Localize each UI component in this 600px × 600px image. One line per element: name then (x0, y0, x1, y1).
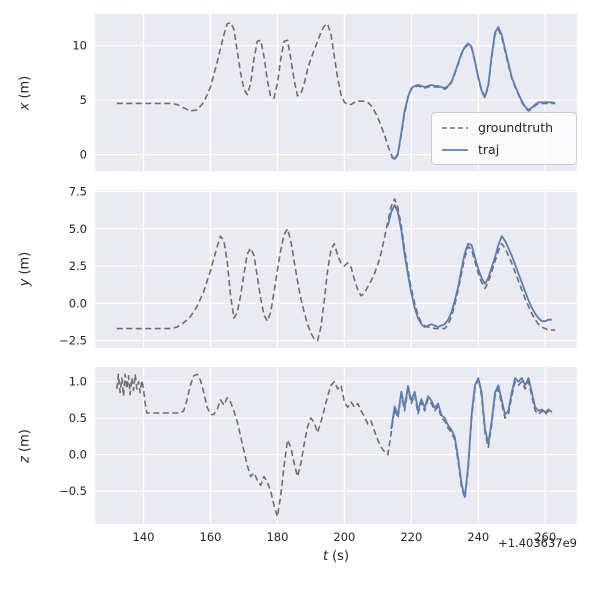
svg-text:1.0: 1.0 (69, 375, 87, 389)
svg-text:140: 140 (133, 530, 155, 544)
svg-text:5.0: 5.0 (69, 222, 87, 236)
legend-label-groundtruth: groundtruth (478, 120, 554, 135)
svg-text:200: 200 (333, 530, 355, 544)
svg-text:0.5: 0.5 (69, 411, 87, 425)
y-axis-label-y: y (m) (18, 252, 33, 287)
svg-text:180: 180 (266, 530, 288, 544)
svg-text:5: 5 (80, 93, 87, 107)
legend-traj-line-sample (442, 148, 468, 151)
y-axis-label-x: x (m) (18, 75, 33, 110)
svg-text:220: 220 (400, 530, 422, 544)
x-axis-label-unit: (s) (332, 549, 350, 564)
y-axis-label-z-unit: (m) (17, 428, 33, 452)
svg-text:10: 10 (72, 39, 87, 53)
svg-text:7.5: 7.5 (69, 184, 87, 198)
y-axis-label-z: z (m) (18, 429, 33, 463)
svg-text:0: 0 (80, 148, 87, 162)
y-axis-label-x-var: x (17, 102, 33, 110)
legend-item-groundtruth: groundtruth (440, 120, 566, 135)
x-axis-offset-text: +1.403637e9 (498, 536, 577, 550)
legend: groundtruth traj (431, 112, 577, 165)
y-axis-label-z-var: z (17, 455, 33, 463)
legend-groundtruth-line-sample (442, 126, 468, 129)
svg-text:−0.5: −0.5 (59, 484, 87, 498)
svg-text:0.0: 0.0 (69, 296, 87, 310)
legend-label-traj: traj (478, 142, 500, 157)
svg-text:260: 260 (534, 530, 556, 544)
legend-item-traj: traj (440, 142, 566, 157)
x-axis-label-var: t (322, 549, 329, 564)
svg-text:240: 240 (467, 530, 489, 544)
svg-text:−2.5: −2.5 (59, 334, 87, 348)
svg-text:0.0: 0.0 (69, 448, 87, 462)
y-axis-label-x-unit: (m) (17, 75, 33, 99)
y-axis-label-y-unit: (m) (17, 251, 33, 275)
y-axis-label-y-var: y (17, 278, 33, 287)
svg-text:2.5: 2.5 (69, 259, 87, 273)
svg-text:160: 160 (200, 530, 222, 544)
x-axis-label: t (s) (323, 549, 349, 564)
